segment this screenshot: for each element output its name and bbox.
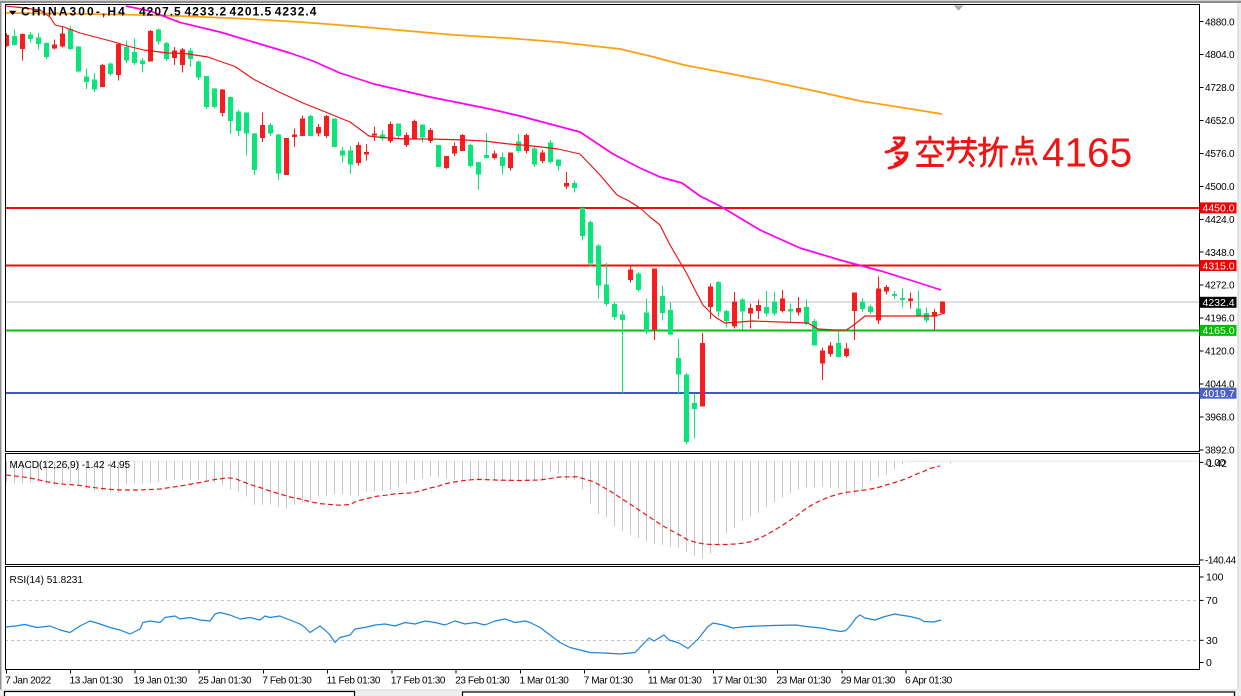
svg-text:30: 30 — [1206, 635, 1218, 647]
svg-text:0.00: 0.00 — [1206, 458, 1226, 469]
svg-text:7 Mar 01:30: 7 Mar 01:30 — [584, 676, 634, 687]
svg-text:4652.0: 4652.0 — [1205, 116, 1235, 127]
svg-text:4728.0: 4728.0 — [1205, 83, 1235, 94]
svg-text:11 Feb 01:30: 11 Feb 01:30 — [327, 676, 381, 687]
svg-text:4500.0: 4500.0 — [1205, 182, 1235, 193]
svg-text:6 Apr 01:30: 6 Apr 01:30 — [905, 676, 953, 687]
svg-text:4880.0: 4880.0 — [1205, 17, 1235, 28]
svg-text:1 Mar 01:30: 1 Mar 01:30 — [520, 676, 570, 687]
svg-text:0: 0 — [1206, 657, 1212, 669]
svg-text:4232.4: 4232.4 — [1203, 297, 1235, 309]
svg-text:29 Mar 01:30: 29 Mar 01:30 — [841, 676, 896, 687]
svg-text:4232.4: 4232.4 — [275, 5, 318, 19]
svg-text:-140.44: -140.44 — [1205, 556, 1237, 567]
svg-text:4207.5: 4207.5 — [139, 5, 182, 19]
svg-text:4450.0: 4450.0 — [1203, 203, 1235, 215]
svg-text:4196.0: 4196.0 — [1205, 314, 1235, 325]
svg-text:4201.5: 4201.5 — [230, 5, 273, 19]
svg-text:-1.42: -1.42 — [1204, 459, 1227, 470]
svg-text:19 Jan 01:30: 19 Jan 01:30 — [134, 676, 188, 687]
svg-text:4424.0: 4424.0 — [1205, 215, 1235, 226]
svg-text:23 Mar 01:30: 23 Mar 01:30 — [777, 676, 832, 687]
svg-text:4165.0: 4165.0 — [1203, 325, 1235, 337]
svg-text:3892.0: 3892.0 — [1205, 445, 1235, 456]
svg-text:7 Feb 01:30: 7 Feb 01:30 — [262, 676, 312, 687]
svg-text:4804.0: 4804.0 — [1205, 50, 1235, 61]
svg-text:17 Mar 01:30: 17 Mar 01:30 — [712, 676, 767, 687]
svg-text:4348.0: 4348.0 — [1205, 248, 1235, 259]
svg-text:23 Feb 01:30: 23 Feb 01:30 — [455, 676, 510, 687]
svg-text:MACD(12,26,9) -1.42 -4.95: MACD(12,26,9) -1.42 -4.95 — [10, 460, 131, 471]
svg-text:4120.0: 4120.0 — [1205, 347, 1235, 358]
svg-text:4165: 4165 — [1042, 130, 1132, 176]
svg-text:4233.2: 4233.2 — [185, 5, 228, 19]
svg-text:7 Jan 2022: 7 Jan 2022 — [5, 676, 51, 687]
svg-text:17 Feb 01:30: 17 Feb 01:30 — [391, 676, 446, 687]
svg-text:25 Jan 01:30: 25 Jan 01:30 — [198, 676, 252, 687]
svg-text:4019.7: 4019.7 — [1203, 388, 1235, 400]
svg-text:4272.0: 4272.0 — [1205, 281, 1235, 292]
svg-text:11 Mar 01:30: 11 Mar 01:30 — [648, 676, 702, 687]
svg-text:4315.0: 4315.0 — [1203, 260, 1235, 272]
svg-text:13 Jan 01:30: 13 Jan 01:30 — [70, 676, 124, 687]
svg-text:100: 100 — [1206, 572, 1224, 584]
svg-text:4044.0: 4044.0 — [1205, 380, 1235, 391]
svg-text:4576.0: 4576.0 — [1205, 149, 1235, 160]
svg-text:RSI(14) 51.8231: RSI(14) 51.8231 — [10, 575, 84, 586]
svg-text:3968.0: 3968.0 — [1205, 413, 1235, 424]
svg-text:CHINA300-,H4: CHINA300-,H4 — [21, 5, 127, 19]
svg-text:70: 70 — [1206, 595, 1218, 607]
